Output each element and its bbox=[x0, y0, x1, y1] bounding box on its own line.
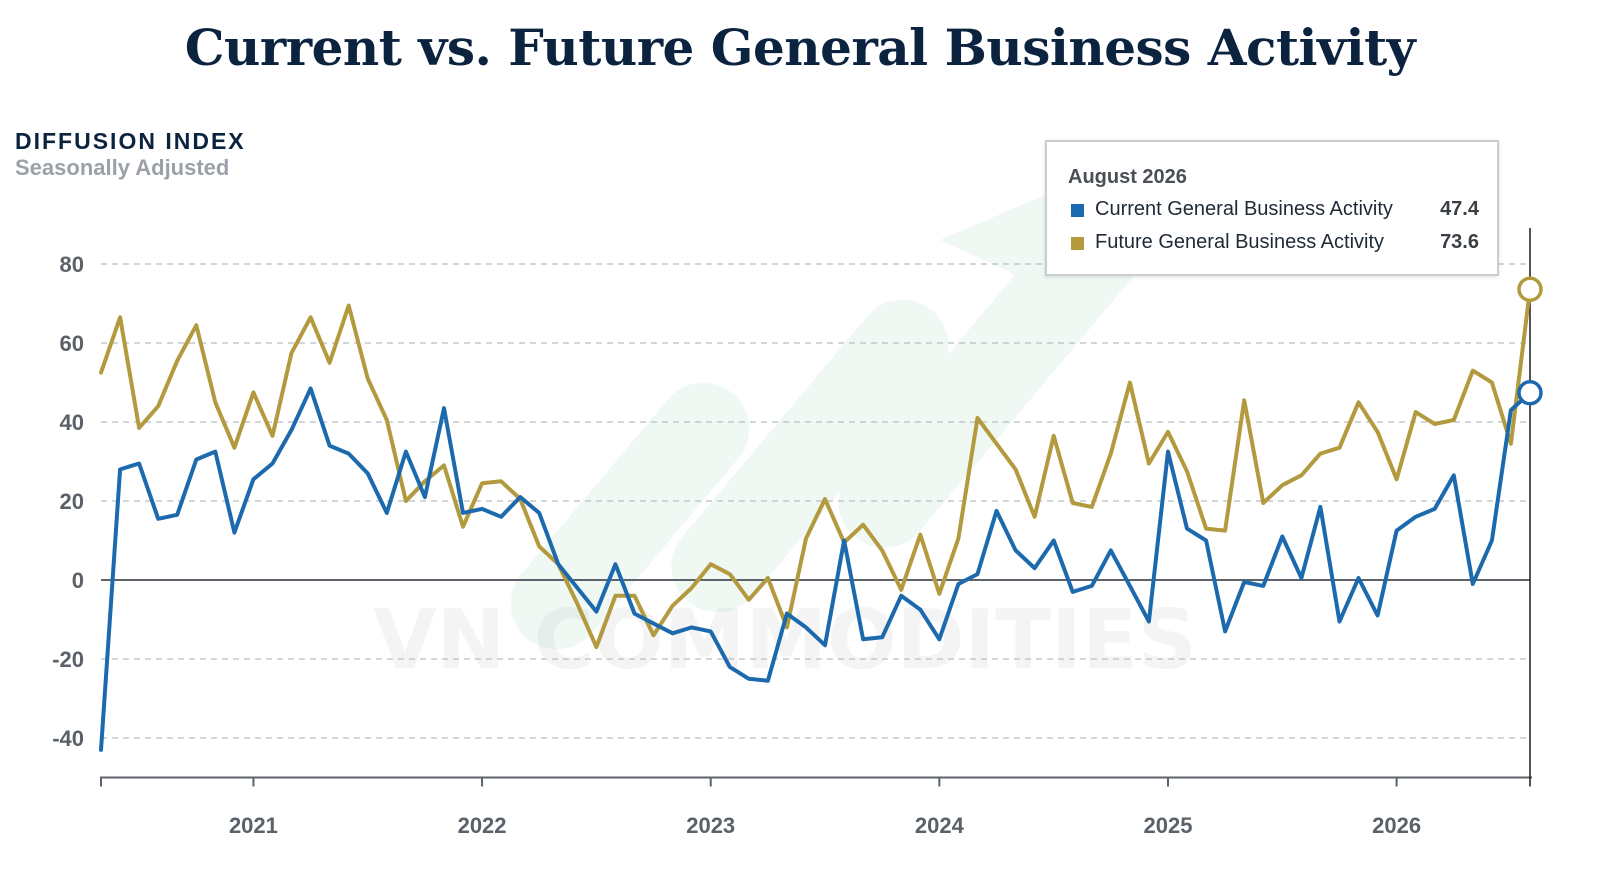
hover-point-future bbox=[1517, 276, 1543, 303]
tick-labels: -40 -20 0 20 40 60 80 2021 2022 2023 2024 2025 2026 bbox=[52, 252, 1421, 838]
tooltip-series-name: Future General Business Activity bbox=[1095, 231, 1385, 253]
y-tick-label: -40 bbox=[52, 726, 84, 751]
x-tick-label: 2023 bbox=[686, 813, 735, 838]
tooltip-series-value: 47.4 bbox=[1440, 198, 1479, 220]
y-tick-label: 0 bbox=[72, 568, 84, 593]
tooltip-date: August 2026 bbox=[1068, 166, 1187, 188]
y-axis-sublabel: Seasonally Adjusted bbox=[15, 155, 230, 180]
x-tick-label: 2021 bbox=[229, 813, 278, 838]
watermark: VN COMMODITIES bbox=[373, 180, 1197, 688]
x-tick-label: 2026 bbox=[1372, 813, 1421, 838]
watermark-arrow bbox=[510, 180, 1142, 650]
y-tick-label: -20 bbox=[52, 647, 84, 672]
chart-title: Current vs. Future General Business Acti… bbox=[184, 18, 1416, 77]
x-tick-label: 2024 bbox=[915, 813, 965, 838]
series-line-current bbox=[99, 386, 1532, 752]
series-line-future bbox=[99, 287, 1532, 650]
x-tick-label: 2022 bbox=[458, 813, 507, 838]
legend-swatch-current bbox=[1071, 204, 1084, 217]
y-tick-label: 20 bbox=[60, 489, 84, 514]
x-tick-label: 2025 bbox=[1144, 813, 1193, 838]
y-tick-label: 40 bbox=[60, 410, 84, 435]
y-tick-label: 80 bbox=[60, 252, 84, 277]
series-lines bbox=[99, 276, 1543, 752]
tooltip-series-name: Current General Business Activity bbox=[1095, 198, 1393, 220]
axes bbox=[100, 228, 1532, 787]
tooltip-row-current: Current General Business Activity 47.4 bbox=[1071, 197, 1479, 223]
tooltip-row-future: Future General Business Activity 73.6 bbox=[1071, 230, 1479, 256]
tooltip: August 2026 Current General Business Act… bbox=[1045, 140, 1499, 276]
hover-point-current bbox=[1517, 380, 1543, 406]
y-tick-label: 60 bbox=[60, 331, 84, 356]
tooltip-series-value: 73.6 bbox=[1440, 231, 1479, 253]
legend-swatch-future bbox=[1071, 237, 1084, 250]
y-axis-label: DIFFUSION INDEX bbox=[15, 128, 246, 154]
watermark-text: VN COMMODITIES bbox=[373, 593, 1197, 688]
